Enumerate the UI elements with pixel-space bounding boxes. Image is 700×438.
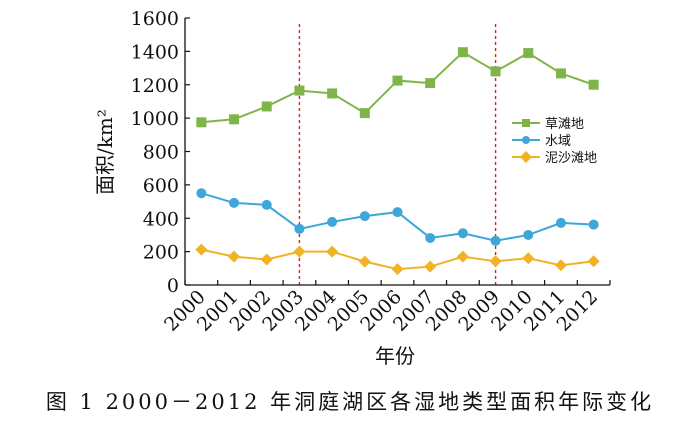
data-point bbox=[392, 207, 403, 218]
legend-marker bbox=[522, 119, 530, 127]
y-tick-label: 600 bbox=[143, 175, 179, 197]
y-tick-label: 1200 bbox=[131, 75, 179, 97]
data-point bbox=[554, 259, 567, 272]
data-point bbox=[261, 199, 272, 210]
data-point bbox=[359, 211, 370, 222]
data-point bbox=[358, 255, 371, 268]
y-tick-label: 1000 bbox=[131, 108, 179, 130]
legend-marker bbox=[520, 151, 532, 163]
data-point bbox=[229, 197, 240, 208]
y-tick-label: 1400 bbox=[131, 41, 179, 63]
data-point bbox=[555, 68, 566, 79]
y-axis-title: 面积/km² bbox=[93, 109, 117, 195]
data-point bbox=[425, 78, 436, 89]
data-point bbox=[489, 255, 502, 268]
data-point bbox=[196, 188, 207, 199]
y-tick-label: 1600 bbox=[131, 8, 179, 30]
y-tick-label: 0 bbox=[167, 275, 179, 297]
data-point bbox=[327, 88, 338, 99]
data-point bbox=[522, 252, 535, 265]
data-point bbox=[392, 75, 403, 86]
data-point bbox=[425, 232, 436, 243]
y-tick-label: 200 bbox=[143, 242, 179, 264]
legend-label: 草滩地 bbox=[545, 117, 584, 132]
data-point bbox=[523, 48, 534, 59]
data-point bbox=[359, 108, 370, 119]
wetland-area-chart: 0 200 400 600 800 1000 1200 1400 1600 2000200120… bbox=[93, 8, 611, 368]
y-axis-ticks: 0 200 400 600 800 1000 1200 1400 1600 bbox=[131, 8, 190, 297]
data-point bbox=[293, 245, 306, 258]
data-point bbox=[424, 260, 437, 273]
data-point bbox=[456, 250, 469, 263]
legend-marker bbox=[522, 136, 530, 144]
series-0 bbox=[196, 47, 599, 128]
data-point bbox=[588, 219, 599, 230]
y-tick-label: 800 bbox=[143, 142, 179, 164]
series-2 bbox=[195, 243, 600, 276]
data-point bbox=[457, 47, 468, 58]
data-point bbox=[555, 217, 566, 228]
reference-lines bbox=[298, 24, 497, 285]
series-line bbox=[201, 50, 594, 124]
series-layer bbox=[195, 47, 600, 276]
data-point bbox=[261, 101, 272, 112]
legend-label: 泥沙滩地 bbox=[545, 151, 597, 166]
x-axis-title: 年份 bbox=[375, 344, 415, 368]
data-point bbox=[457, 228, 468, 239]
data-point bbox=[523, 229, 534, 240]
series-1 bbox=[196, 188, 599, 246]
figure-caption: 图 1 2000－2012 年洞庭湖区各湿地类型面积年际变化 bbox=[45, 390, 655, 414]
data-point bbox=[294, 223, 305, 234]
data-point bbox=[326, 245, 339, 258]
data-point bbox=[195, 243, 208, 256]
data-point bbox=[294, 85, 305, 96]
data-point bbox=[228, 250, 241, 263]
x-axis-ticks: 2000200120022003200420052006200720082009… bbox=[160, 280, 611, 336]
data-point bbox=[490, 235, 501, 246]
y-tick-label: 400 bbox=[143, 208, 179, 230]
data-point bbox=[490, 66, 501, 77]
data-point bbox=[229, 114, 240, 125]
data-point bbox=[327, 216, 338, 227]
legend-label: 水域 bbox=[545, 134, 571, 149]
data-point bbox=[587, 255, 600, 268]
data-point bbox=[391, 263, 404, 276]
data-point bbox=[260, 253, 273, 266]
data-point bbox=[196, 117, 207, 128]
data-point bbox=[588, 79, 599, 90]
